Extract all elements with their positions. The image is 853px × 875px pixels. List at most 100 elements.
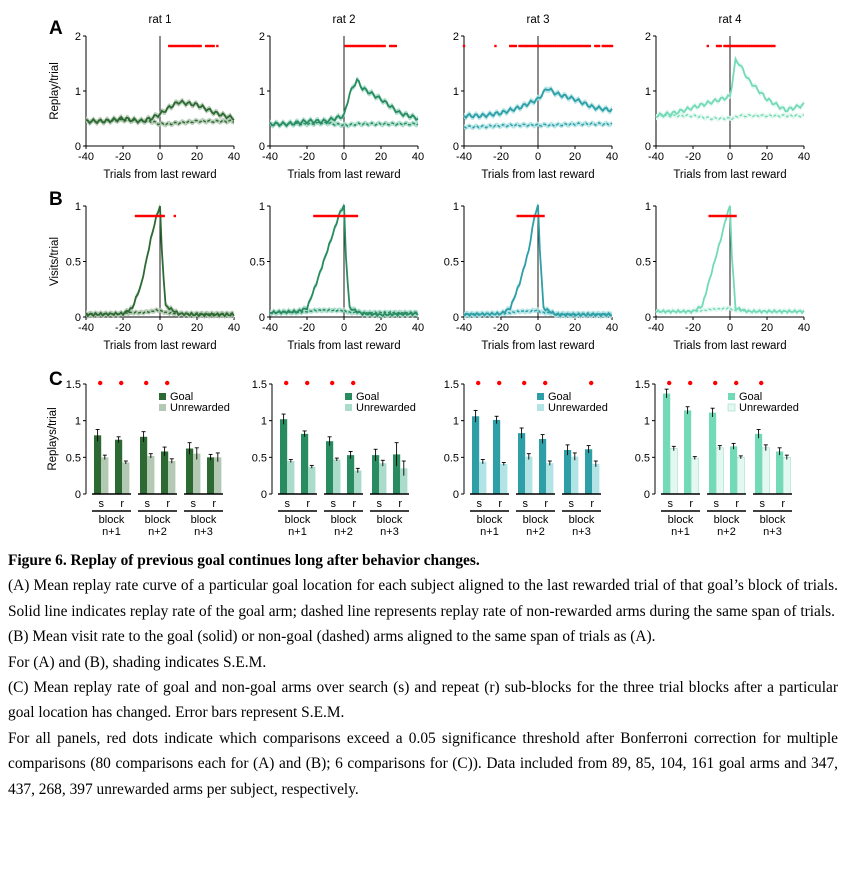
significance-dot	[175, 44, 178, 48]
significance-dot	[726, 214, 730, 218]
significance-dot	[329, 214, 333, 218]
goal-bar	[663, 393, 671, 494]
x-tick-label: -20	[115, 151, 131, 163]
significance-dot	[510, 44, 514, 48]
significance-dot	[522, 214, 525, 218]
subblock-label: r	[498, 498, 502, 510]
y-tick-label: 0.5	[66, 452, 81, 464]
significance-dot	[193, 44, 197, 48]
significance-dot	[462, 44, 466, 48]
subblock-label: s	[759, 498, 765, 510]
significance-dot	[542, 44, 545, 48]
legend-unrewarded-label: Unrewarded	[170, 402, 230, 414]
significance-dot	[173, 44, 176, 48]
y-tick-label: 0	[75, 312, 81, 324]
significance-dot	[534, 214, 538, 218]
significance-dot	[173, 214, 176, 218]
significance-dot	[520, 44, 523, 48]
significance-dot	[571, 44, 575, 48]
significance-dot	[284, 380, 289, 386]
subblock-label: s	[144, 498, 150, 510]
goal-line	[85, 99, 235, 125]
unrewarded-line	[269, 308, 419, 315]
y-tick-label: 2	[645, 31, 651, 43]
significance-dot	[162, 214, 165, 218]
significance-dot	[335, 214, 338, 218]
x-axis-label: Trials from last reward	[673, 169, 786, 181]
significance-dot	[610, 44, 614, 48]
legend-unrewarded-label: Unrewarded	[739, 402, 799, 414]
x-tick-label: 20	[191, 151, 203, 163]
significance-dot	[760, 44, 763, 48]
significance-dot	[723, 44, 726, 48]
significance-dot	[494, 44, 497, 48]
x-tick-label: 20	[761, 322, 773, 334]
goal-line	[269, 204, 419, 318]
x-tick-label: 40	[412, 322, 424, 334]
subblock-label: s	[284, 498, 290, 510]
block-label: block	[145, 514, 171, 526]
significance-dot	[522, 380, 527, 386]
y-tick-label: 2	[453, 31, 459, 43]
significance-dot	[725, 214, 728, 218]
legend-goal-label: Goal	[739, 391, 762, 403]
legend-unrewarded-swatch	[727, 403, 736, 412]
significance-dot	[732, 44, 735, 48]
subblock-label: r	[166, 498, 170, 510]
unrewarded-bar	[168, 461, 176, 494]
significance-dot	[188, 44, 191, 48]
significance-dot	[381, 44, 385, 48]
subblock-label: s	[190, 498, 196, 510]
x-tick-label: 20	[761, 151, 773, 163]
block-label: block	[523, 514, 549, 526]
block-label: block	[377, 514, 403, 526]
significance-dot	[208, 44, 212, 48]
panel-letters: A B C	[49, 18, 63, 390]
legend-goal-swatch	[345, 393, 352, 400]
subblock-label: r	[306, 498, 310, 510]
y-tick-label: 0	[259, 312, 265, 324]
significance-dot	[738, 44, 741, 48]
caption-paragraph-ab: For (A) and (B), shading indicates S.E.M…	[8, 653, 267, 671]
significance-dot	[608, 44, 612, 48]
y-axis-label: Replays/trial	[47, 407, 59, 470]
significance-dot	[544, 44, 547, 48]
significance-dot	[588, 44, 591, 48]
caption-paragraph-c: (C) Mean replay rate of goal and non-goa…	[8, 679, 838, 722]
block-number-label: n+2	[717, 526, 736, 538]
significance-dot	[190, 44, 193, 48]
significance-dot	[348, 44, 351, 48]
significance-dot	[368, 44, 372, 48]
significance-dot	[145, 214, 149, 218]
significance-dot	[363, 44, 366, 48]
significance-dot	[583, 44, 586, 48]
x-tick-label: 0	[341, 151, 347, 163]
y-axis-label: Visits/trial	[49, 237, 61, 286]
significance-dot	[603, 44, 606, 48]
significance-dot	[667, 380, 672, 386]
x-axis-label: Trials from last reward	[481, 340, 594, 352]
significance-dot	[570, 44, 573, 48]
significance-dot	[767, 44, 771, 48]
block-label: block	[331, 514, 357, 526]
significance-dot	[210, 44, 213, 48]
unrewarded-bar	[782, 457, 791, 495]
significance-dot	[540, 214, 543, 218]
block-number-label: n+2	[526, 526, 545, 538]
significance-dot	[573, 44, 577, 48]
block-number-label: n+1	[288, 526, 307, 538]
significance-dot	[713, 380, 718, 386]
significance-dot	[523, 214, 527, 218]
significance-dot	[717, 44, 721, 48]
significance-dot	[596, 44, 599, 48]
significance-dot	[476, 380, 481, 386]
x-tick-label: 40	[412, 151, 424, 163]
significance-dot	[352, 44, 355, 48]
y-tick-label: 2	[259, 31, 265, 43]
y-tick-label: 0	[645, 141, 651, 153]
subblock-label: r	[781, 498, 785, 510]
subblock-label: s	[98, 498, 104, 510]
block-label: block	[191, 514, 217, 526]
significance-dot	[119, 380, 124, 386]
